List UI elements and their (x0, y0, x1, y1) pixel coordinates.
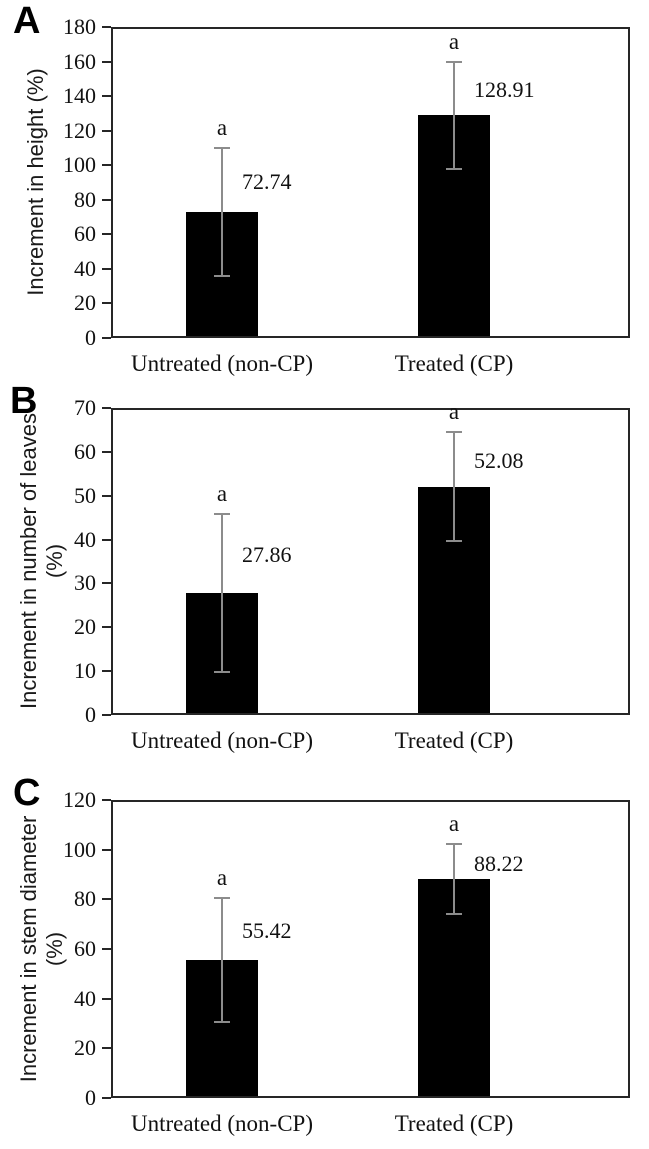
y-tick-mark (102, 948, 111, 950)
panel-label: A (13, 0, 41, 42)
y-tick-label: 60 (74, 221, 96, 247)
panel-label: B (10, 380, 38, 422)
error-bar-line (221, 148, 223, 277)
y-tick-mark (102, 450, 111, 453)
y-tick-label: 30 (74, 570, 96, 596)
bar-value-label: 27.86 (242, 542, 292, 568)
y-tick-mark (102, 1097, 111, 1099)
y-tick-label: 80 (74, 186, 96, 212)
significance-letter: a (448, 811, 460, 837)
x-category-label: Untreated (non-CP) (130, 351, 314, 376)
error-bar-cap-bottom (214, 670, 230, 673)
y-tick-label: 40 (74, 985, 96, 1011)
significance-letter: a (448, 28, 460, 54)
y-tick-label: 10 (74, 658, 96, 684)
x-category-label: Untreated (non-CP) (130, 728, 314, 753)
y-tick-label: 60 (74, 936, 96, 961)
plot-area (111, 800, 630, 1098)
error-bar-cap-top (214, 147, 230, 150)
y-tick-mark (102, 164, 111, 167)
y-tick-label: 100 (63, 836, 96, 862)
error-bar-line (221, 513, 223, 672)
y-tick-label: 40 (74, 526, 96, 552)
plot-area (111, 408, 630, 715)
error-bar-line (453, 432, 455, 541)
error-bar-line (453, 844, 455, 914)
significance-letter: a (216, 865, 228, 891)
y-tick-mark (102, 582, 111, 585)
y-tick-mark (102, 198, 111, 201)
bar-value-label: 128.91 (474, 77, 535, 103)
bar-value-label: 88.22 (474, 850, 524, 876)
significance-letter: a (448, 399, 460, 425)
x-category-label: Treated (CP) (394, 1111, 514, 1136)
plot-area (111, 27, 630, 338)
y-tick-mark (102, 538, 111, 541)
significance-letter: a (216, 480, 228, 506)
y-tick-label: 0 (85, 1085, 96, 1110)
error-bar-cap-bottom (214, 275, 230, 278)
y-tick-mark (102, 267, 111, 270)
y-tick-mark (102, 407, 111, 409)
y-tick-mark (102, 848, 111, 851)
y-tick-label: 140 (63, 83, 96, 109)
y-tick-label: 60 (74, 438, 96, 464)
y-tick-label: 0 (85, 325, 96, 350)
y-tick-mark (102, 799, 111, 801)
x-category-label: Untreated (non-CP) (130, 1111, 314, 1136)
y-tick-label: 70 (74, 395, 96, 420)
significance-letter: a (216, 115, 228, 141)
y-tick-label: 40 (74, 255, 96, 281)
y-tick-label: 0 (85, 702, 96, 727)
y-tick-mark (102, 302, 111, 305)
bar-value-label: 72.74 (242, 169, 292, 195)
panel-label: C (13, 772, 41, 814)
y-tick-label: 20 (74, 1035, 96, 1061)
error-bar-line (221, 898, 223, 1023)
y-tick-mark (102, 26, 111, 28)
error-bar-cap-top (446, 843, 462, 846)
y-tick-mark (102, 626, 111, 629)
error-bar-cap-bottom (446, 912, 462, 915)
y-tick-label: 20 (74, 290, 96, 316)
x-category-label: Treated (CP) (394, 351, 514, 376)
bar-value-label: 55.42 (242, 918, 292, 944)
y-tick-label: 120 (63, 117, 96, 143)
y-tick-mark (102, 670, 111, 673)
y-tick-mark (102, 1047, 111, 1050)
bar-value-label: 52.08 (474, 448, 524, 474)
y-tick-mark (102, 997, 111, 1000)
error-bar-cap-top (214, 512, 230, 515)
error-bar-cap-bottom (214, 1021, 230, 1024)
y-tick-label: 160 (63, 48, 96, 74)
error-bar-cap-bottom (446, 539, 462, 542)
y-tick-mark (102, 337, 111, 339)
y-tick-label: 50 (74, 482, 96, 508)
error-bar-cap-bottom (446, 167, 462, 170)
y-tick-mark (102, 714, 111, 716)
y-tick-mark (102, 898, 111, 901)
y-tick-label: 120 (63, 787, 96, 812)
y-tick-mark (102, 494, 111, 497)
y-tick-label: 80 (74, 886, 96, 912)
error-bar-line (453, 61, 455, 169)
y-tick-label: 20 (74, 614, 96, 640)
y-tick-label: 100 (63, 152, 96, 178)
error-bar-cap-top (446, 60, 462, 63)
y-tick-mark (102, 129, 111, 132)
y-tick-label: 180 (63, 14, 96, 39)
error-bar-cap-top (214, 897, 230, 900)
error-bar-cap-top (446, 431, 462, 434)
y-tick-mark (102, 233, 111, 236)
y-tick-mark (102, 60, 111, 63)
bar (418, 878, 490, 1096)
x-category-label: Treated (CP) (394, 728, 514, 753)
y-tick-mark (102, 95, 111, 98)
